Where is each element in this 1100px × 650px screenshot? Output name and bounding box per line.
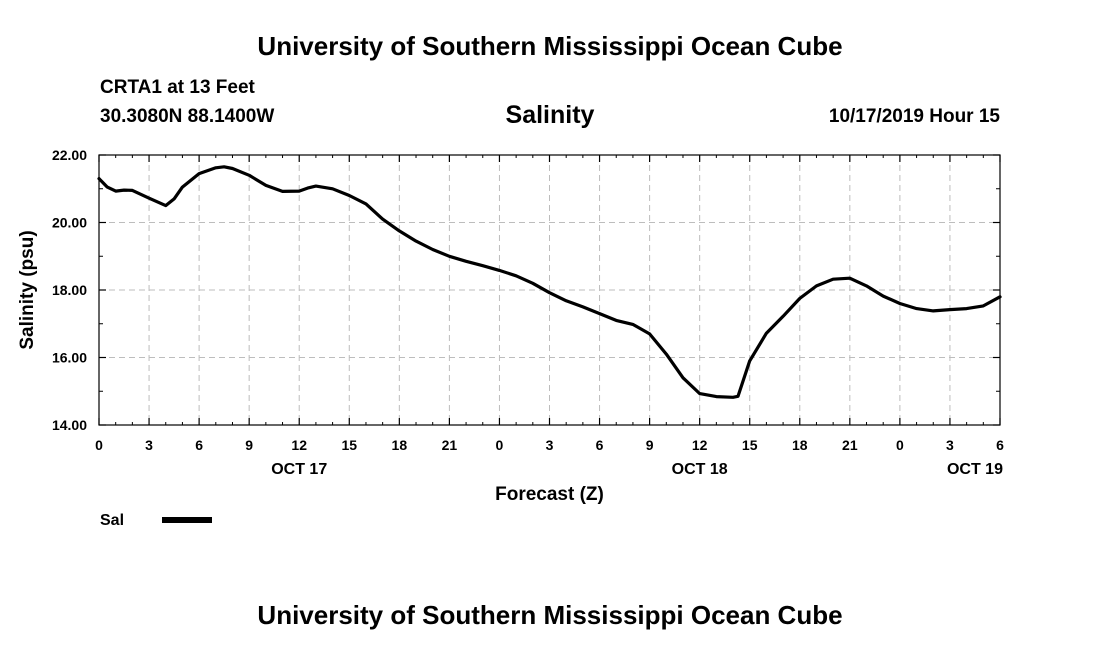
day-label: OCT 18	[672, 461, 728, 478]
page-title-top: University of Southern Mississippi Ocean…	[257, 31, 843, 61]
x-tick-label: 15	[341, 437, 357, 453]
legend: Sal	[100, 512, 212, 529]
x-tick-label: 3	[145, 437, 153, 453]
x-tick-label: 18	[792, 437, 808, 453]
x-tick-label: 12	[291, 437, 307, 453]
x-tick-label: 3	[546, 437, 554, 453]
x-tick-label: 6	[996, 437, 1004, 453]
forecast-datetime: 10/17/2019 Hour 15	[828, 106, 1000, 127]
x-tick-label: 3	[946, 437, 954, 453]
x-tick-label: 21	[442, 437, 458, 453]
y-tick-label: 16.00	[52, 350, 87, 366]
chart-title: Salinity	[505, 101, 595, 129]
x-axis-label: Forecast (Z)	[495, 484, 604, 505]
station-label: CRTA1 at 13 Feet	[100, 77, 255, 98]
y-axis-label: Salinity (psu)	[17, 230, 38, 349]
x-tick-label: 21	[842, 437, 858, 453]
y-tick-label: 14.00	[52, 417, 87, 433]
x-tick-label: 18	[392, 437, 408, 453]
day-label: OCT 17	[271, 461, 327, 478]
axes: 0 3 6 9 12 15 18 21 0 3 6 9 12 15 18 21 0 3 6 14.00 16.00 18.…	[52, 147, 1004, 478]
series-layer	[97, 165, 1002, 399]
x-tick-label: 15	[742, 437, 758, 453]
day-label: OCT 19	[947, 461, 1003, 478]
page-title-bottom: University of Southern Mississippi Ocean…	[257, 600, 843, 630]
grid-lines	[99, 155, 1000, 425]
y-tick-label: 22.00	[52, 147, 87, 163]
y-tick-label: 18.00	[52, 282, 87, 298]
y-tick-label: 20.00	[52, 215, 87, 231]
x-tick-label: 6	[596, 437, 604, 453]
series-line-sal	[97, 165, 1002, 399]
x-tick-label: 6	[195, 437, 203, 453]
legend-label-sal: Sal	[100, 512, 124, 529]
station-coordinates: 30.3080N 88.1400W	[100, 106, 275, 127]
x-tick-label: 9	[646, 437, 654, 453]
x-tick-label: 0	[496, 437, 504, 453]
x-tick-label: 0	[95, 437, 103, 453]
x-tick-label: 9	[245, 437, 253, 453]
x-tick-label: 12	[692, 437, 708, 453]
x-tick-label: 0	[896, 437, 904, 453]
